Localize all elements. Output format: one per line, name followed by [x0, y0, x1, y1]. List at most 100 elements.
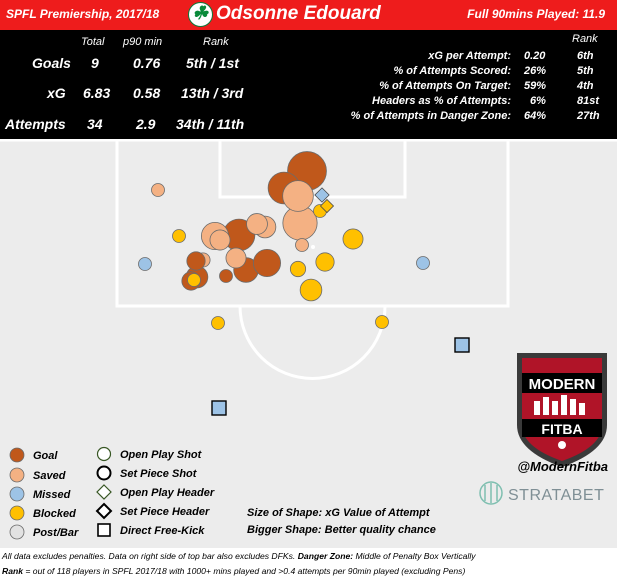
metric-label-danger-zone: % of Attempts in Danger Zone:: [350, 110, 511, 122]
title-bar: SPFL Premiership, 2017/18 Odsonne Edouar…: [0, 0, 617, 30]
legend-missed-marker: [9, 486, 25, 502]
metric-rank-scored: 5th: [577, 65, 594, 77]
legend-open-play-header-label: Open Play Header: [120, 487, 215, 499]
modern-fitba-logo: MODERN FITBA: [517, 353, 607, 467]
legend-set-piece-shot-marker: [96, 465, 112, 481]
footnote-line-1: All data excludes penalties. Data on rig…: [2, 551, 476, 561]
metric-value-headers: 6%: [530, 95, 546, 107]
stat-attempts-p90: 2.9: [136, 116, 156, 132]
metric-rank-xg-per-attempt: 6th: [577, 50, 594, 62]
penalty-spot: [311, 245, 315, 249]
shot-marker-goal: [186, 251, 206, 271]
twitter-handle: @ModernFitba: [517, 459, 608, 474]
legend-saved-marker: [9, 467, 25, 483]
shots-layer: [138, 151, 470, 416]
stat-label-xg: xG: [47, 85, 66, 101]
logo-band-top: [522, 373, 602, 393]
shot-marker-saved: [225, 247, 247, 269]
shot-marker-blocked: [375, 315, 389, 329]
shot-marker-missed: [211, 400, 227, 416]
metric-label-headers: Headers as % of Attempts:: [372, 95, 511, 107]
footnote-1b: Danger Zone:: [297, 551, 354, 561]
penalty-arc: [238, 305, 387, 380]
shot-marker-missed: [416, 256, 430, 270]
shot-marker-blocked: [211, 316, 225, 330]
shot-marker-goal: [219, 269, 233, 283]
shot-marker-blocked: [289, 260, 307, 278]
minutes-played: Full 90mins Played: 11.9: [467, 7, 605, 21]
legend-missed-label: Missed: [33, 489, 71, 501]
metric-value-on-target: 59%: [524, 80, 547, 92]
metric-value-scored: 26%: [524, 65, 547, 77]
bigger-note: Bigger Shape: Better quality chance: [247, 524, 436, 536]
legend-direct-free-kick-label: Direct Free-Kick: [120, 525, 205, 537]
metric-rank-danger-zone: 27th: [577, 110, 600, 122]
col-rank-header: Rank: [203, 36, 229, 48]
legend-blocked-marker: [9, 505, 25, 521]
player-name: Odsonne Edouard: [216, 3, 381, 24]
stat-goals-rank: 5th / 1st: [186, 55, 239, 71]
shot-marker-saved: [295, 238, 309, 252]
shot-marker-saved: [209, 229, 231, 251]
logo-text-top: MODERN: [529, 376, 596, 393]
shot-marker-blocked: [319, 198, 335, 214]
shot-marker-saved: [151, 183, 165, 197]
stat-xg-rank: 13th / 3rd: [181, 85, 244, 101]
stat-xg-p90: 0.58: [133, 85, 161, 101]
shot-marker-blocked: [315, 252, 335, 272]
shot-marker-goal: [252, 248, 282, 278]
shot-map-svg: MODERN FITBA: [0, 137, 617, 467]
legend-outcomes: Goal Saved Missed Blocked Post/Bar: [9, 447, 79, 540]
shot-marker-saved: [246, 213, 268, 235]
metric-rank-on-target: 4th: [577, 80, 594, 92]
legend-open-play-shot-marker: [96, 446, 112, 462]
shot-marker-missed: [454, 337, 470, 353]
legend-direct-free-kick-marker: [97, 523, 111, 537]
shot-marker-blocked: [187, 273, 201, 287]
legend-set-piece-header-marker: [95, 502, 113, 520]
legend-post-label: Post/Bar: [33, 527, 79, 539]
metric-label-xg-per-attempt: xG per Attempt:: [428, 50, 511, 62]
shot-marker-missed: [138, 257, 152, 271]
metric-rank-headers: 81st: [577, 95, 600, 107]
legend-blocked-label: Blocked: [33, 508, 76, 520]
footnote-1c: Middle of Penalty Box Vertically: [353, 551, 476, 561]
shot-marker-blocked: [299, 278, 323, 302]
footnote-line-2: Rank = out of 118 players in SPFL 2017/1…: [2, 566, 465, 576]
footnote-1a: All data excludes penalties. Data on rig…: [2, 551, 298, 561]
legend-set-piece-header-label: Set Piece Header: [120, 506, 210, 518]
col-total-header: Total: [81, 36, 105, 48]
metric-value-danger-zone: 64%: [524, 110, 547, 122]
metric-label-scored: % of Attempts Scored:: [393, 65, 511, 77]
legend-open-play-header-marker: [96, 484, 112, 500]
stratabet-label: STRATABET: [508, 487, 604, 504]
legend-post-marker: [9, 524, 25, 540]
logo-text-bottom: FITBA: [541, 421, 582, 437]
league-label: SPFL Premiership, 2017/18: [6, 7, 160, 21]
legend-goal-marker: [9, 447, 25, 463]
celtic-crest-icon: [188, 2, 213, 27]
legend-set-piece-shot-label: Set Piece Shot: [120, 468, 198, 480]
size-note: Size of Shape: xG Value of Attempt: [247, 507, 431, 519]
logo-ball-icon: [558, 441, 566, 449]
metric-value-xg-per-attempt: 0.20: [524, 50, 546, 62]
shot-marker-blocked: [172, 229, 186, 243]
footnote-2b: = out of 118 players in SPFL 2017/18 wit…: [23, 566, 466, 576]
shot-marker-blocked: [342, 228, 364, 250]
stat-xg-total: 6.83: [83, 85, 111, 101]
shot-marker-saved: [282, 180, 314, 212]
stat-goals-p90: 0.76: [133, 55, 161, 71]
logo-bars-icon: [534, 395, 585, 415]
stat-attempts-total: 34: [87, 116, 103, 132]
legend-goal-label: Goal: [33, 450, 58, 462]
stratabet-logo-icon: [479, 481, 503, 505]
legend-types: Open Play Shot Set Piece Shot Open Play …: [95, 446, 215, 537]
col-p90-header: p90 min: [123, 36, 163, 48]
legend-open-play-shot-label: Open Play Shot: [120, 449, 203, 461]
footnote-2a: Rank: [2, 566, 24, 576]
stat-attempts-rank: 34th / 11th: [176, 116, 245, 132]
stat-label-goals: Goals: [32, 55, 71, 71]
right-rank-header: Rank: [572, 33, 598, 45]
stat-label-attempts: Attempts: [5, 116, 66, 132]
metric-label-on-target: % of Attempts On Target:: [379, 80, 511, 92]
